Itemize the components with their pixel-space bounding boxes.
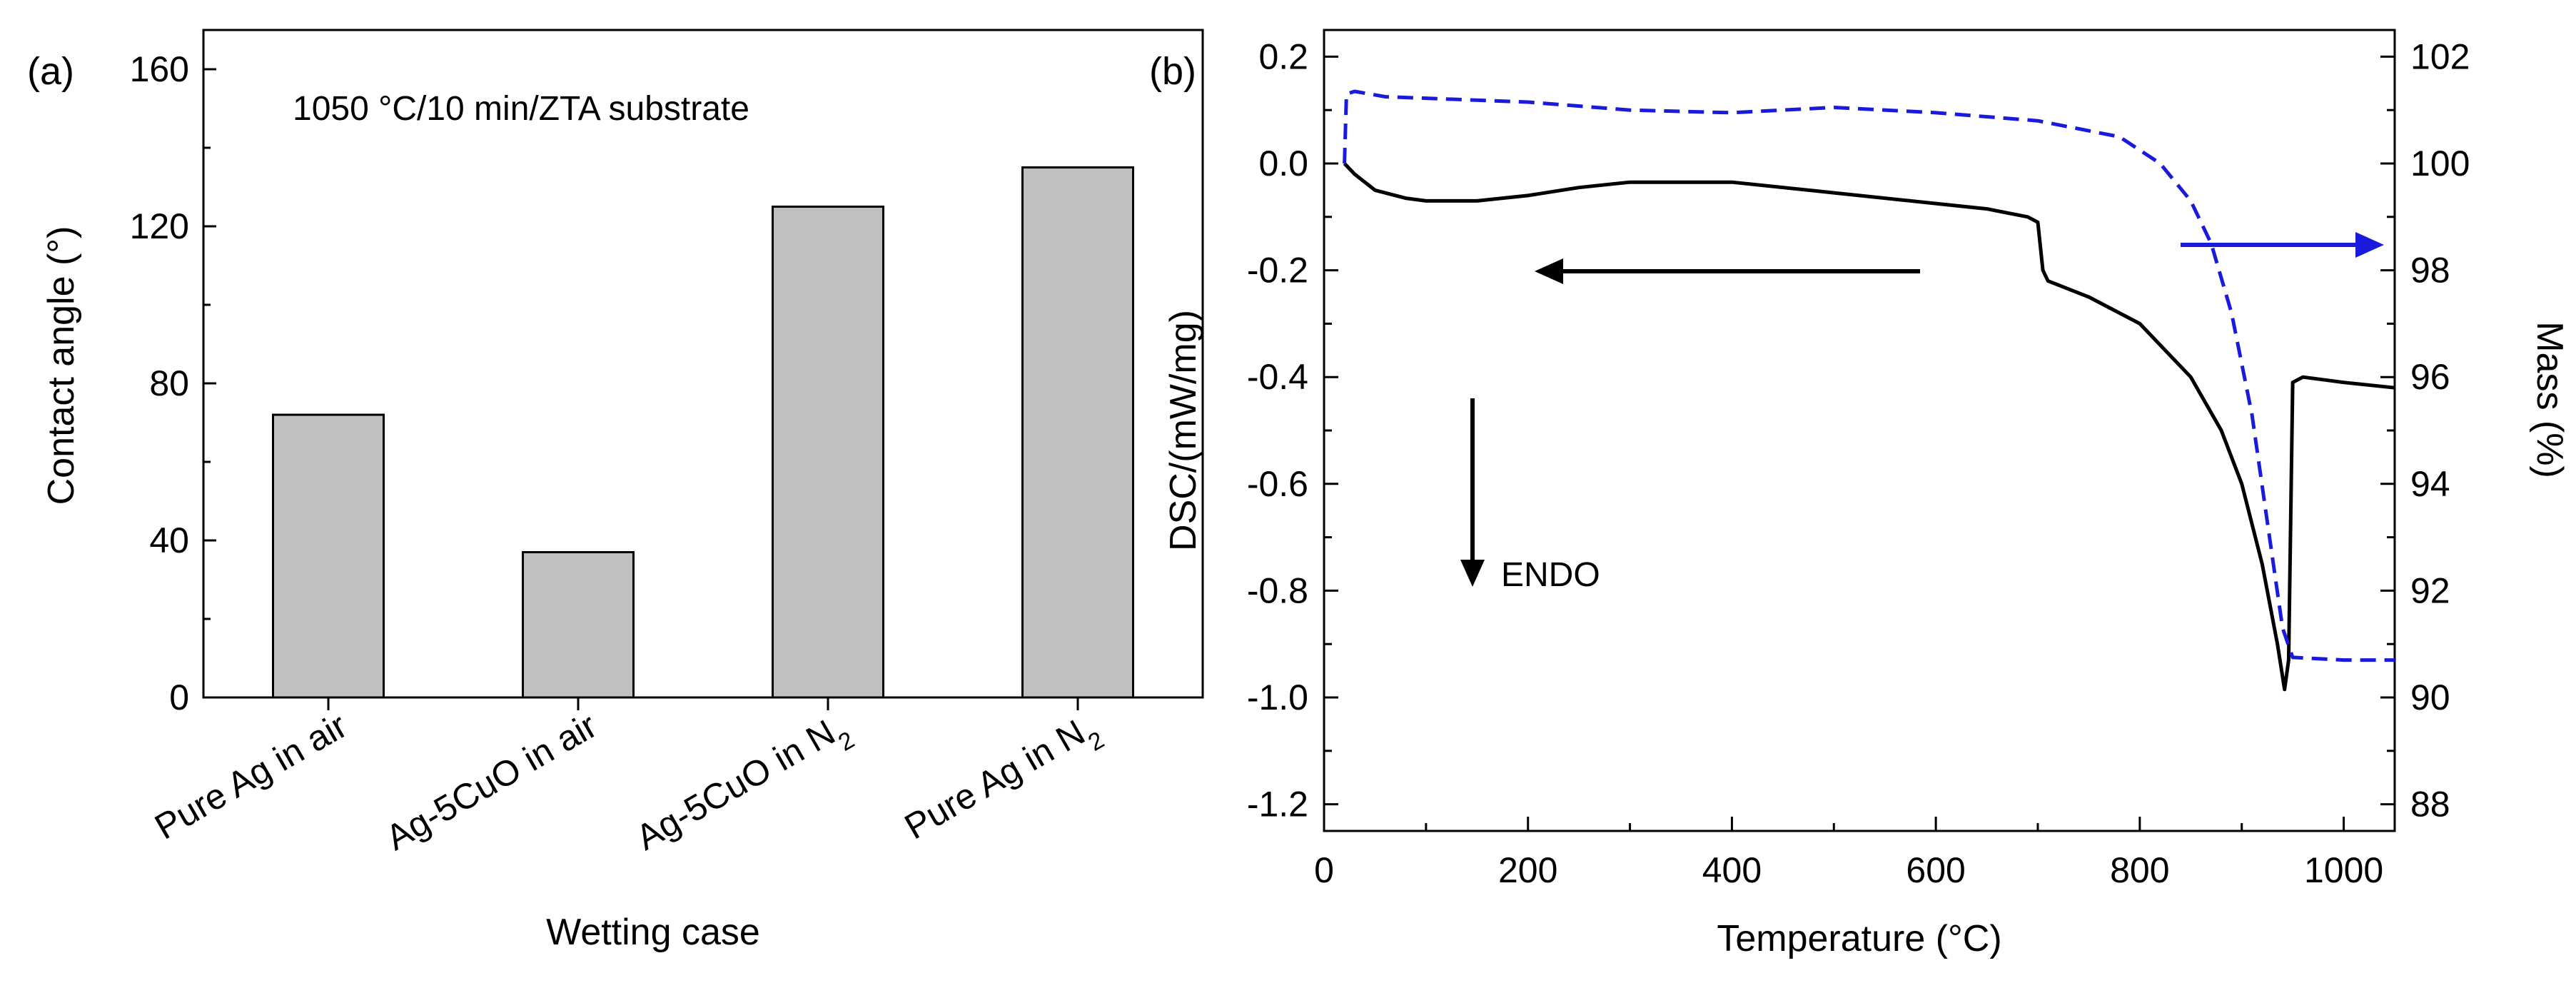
x-tick-label: 800: [2110, 850, 2169, 890]
y-tick-label: 0: [169, 677, 189, 717]
y-axis-ticks: 0 40 80 120 160: [130, 49, 216, 717]
y2-tick-label: 96: [2410, 357, 2450, 397]
endo-arrowhead: [1460, 560, 1485, 587]
y-axis-title: Contact angle (°): [41, 226, 82, 505]
x-tick-label: Ag-5CuO in N2: [630, 705, 859, 867]
y2-tick-label: 100: [2410, 143, 2470, 183]
x-tick-label: 600: [1906, 850, 1965, 890]
panel-a-label: (a): [27, 50, 74, 93]
left-axis-arrowhead: [1535, 258, 1563, 284]
x-tick-label: 0: [1314, 850, 1334, 890]
y-tick-label: 0.2: [1258, 36, 1308, 76]
y-tick-label: 160: [130, 49, 189, 89]
data-series: [1343, 89, 2395, 692]
dsc-series-line: [1343, 162, 2395, 692]
left-y-axis-ticks: -1.2 -1.0 -0.8 -0.6 -0.4 -0.2 0.0 0.2: [1247, 36, 1338, 825]
y-tick-label: -0.8: [1247, 570, 1308, 610]
line-chart-panel: (b) 0 200 400 600 800 1000 -1.2 -1.0 -0.8 -0.6 -0…: [1149, 29, 2570, 959]
y-tick-label: 80: [149, 363, 189, 403]
x-axis-title: Wetting case: [546, 912, 760, 953]
bars: [272, 166, 1134, 699]
right-y-axis-ticks: 88 90 92 94 96 98 100 102: [2380, 36, 2470, 825]
x-tick-label: 200: [1498, 850, 1557, 890]
right-axis-arrowhead: [2355, 232, 2384, 258]
y-tick-label: 0.0: [1258, 143, 1308, 183]
y2-tick-label: 90: [2410, 677, 2450, 717]
endo-label: ENDO: [1501, 556, 1600, 594]
mass-series-line: [1343, 89, 2395, 662]
y-tick-label: -0.2: [1247, 251, 1308, 291]
x-tick-label: 400: [1702, 850, 1762, 890]
y2-tick-label: 92: [2410, 570, 2450, 610]
panel-b-label: (b): [1149, 50, 1196, 93]
y2-tick-label: 94: [2410, 464, 2450, 504]
x-axis-tick-labels: Pure Ag in air Ag-5CuO in air Ag-5CuO in N…: [148, 697, 1109, 867]
plot-frame-a: [202, 29, 1204, 699]
bar: [522, 551, 635, 699]
bar: [272, 413, 385, 699]
y2-tick-label: 98: [2410, 251, 2450, 291]
y-tick-label: -0.6: [1247, 464, 1308, 504]
x-tick-label: Ag-5CuO in air: [379, 705, 603, 858]
y-tick-label: 40: [149, 520, 189, 560]
y-axis-title-b: DSC/(mW/mg): [1163, 310, 1204, 551]
x-tick-label: Pure Ag in N2: [898, 705, 1108, 857]
x-tick-label: 1000: [2304, 850, 2383, 890]
x-axis-title-b: Temperature (°C): [1717, 918, 2001, 959]
x-axis-ticks: 0 200 400 600 800 1000: [1314, 817, 2383, 890]
x-tick-label: Pure Ag in air: [148, 705, 354, 847]
plot-frame-b: [1323, 29, 2396, 832]
condition-annotation: 1050 °C/10 min/ZTA substrate: [293, 90, 749, 128]
y-tick-label: -1.2: [1247, 785, 1308, 825]
bar: [772, 206, 884, 699]
y-tick-label: -1.0: [1247, 677, 1308, 717]
y2-tick-label: 102: [2410, 36, 2470, 76]
y-tick-label: 120: [130, 206, 189, 246]
y2-axis-title-b: Mass (%): [2529, 321, 2570, 478]
y2-tick-label: 88: [2410, 785, 2450, 825]
y-tick-label: -0.4: [1247, 357, 1308, 397]
bar: [1021, 166, 1134, 699]
